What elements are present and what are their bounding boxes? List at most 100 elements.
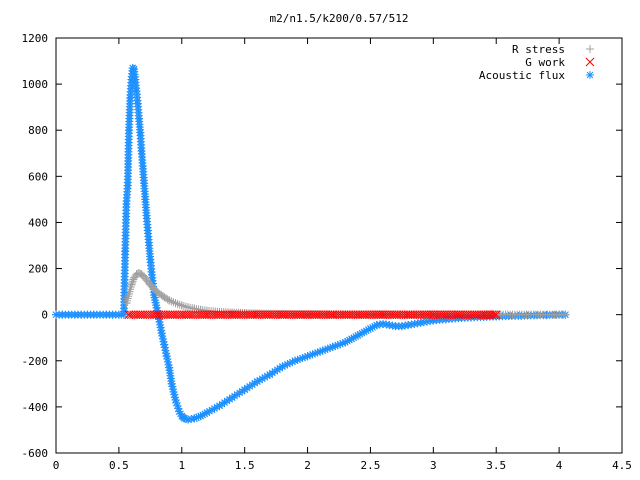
- data-point-interp: [241, 310, 251, 320]
- x-tick-label: 3: [430, 459, 437, 472]
- data-point-interp: [415, 310, 424, 320]
- data-point-interp: [390, 310, 399, 320]
- data-point-interp: [131, 310, 141, 320]
- data-point-interp: [184, 310, 193, 320]
- data-point-interp: [394, 310, 404, 320]
- y-tick-label: -600: [22, 447, 49, 460]
- data-point-interp: [465, 310, 475, 320]
- data-point-interp: [328, 310, 338, 320]
- data-point-interp: [177, 310, 187, 320]
- data-point-interp: [435, 310, 445, 320]
- data-point-interp: [202, 310, 212, 320]
- data-point-interp: [246, 310, 255, 320]
- data-point-interp: [169, 298, 178, 307]
- x-tick-label: 4.5: [612, 459, 632, 472]
- data-point-interp: [487, 310, 497, 320]
- data-point-interp: [152, 310, 161, 320]
- data-point-interp: [124, 310, 134, 320]
- data-point-interp: [250, 310, 260, 320]
- data-point-interp: [451, 310, 461, 320]
- plot-area: [55, 37, 623, 454]
- data-point-interp: [479, 310, 488, 320]
- data-point-interp: [275, 310, 285, 320]
- data-point-interp: [186, 310, 196, 320]
- x-tick-label: 2: [304, 459, 311, 472]
- data-point-interp: [412, 310, 422, 320]
- data-point-interp: [346, 310, 356, 320]
- data-point-interp: [165, 310, 175, 320]
- data-point-interp: [143, 310, 152, 320]
- data-point-interp: [431, 310, 440, 320]
- data-point-interp: [358, 310, 367, 320]
- data-point-interp: [170, 310, 180, 320]
- x-tick-label: 3.5: [486, 459, 506, 472]
- data-point-interp: [417, 310, 427, 320]
- data-point-interp: [364, 310, 374, 320]
- data-point-interp: [360, 310, 370, 320]
- data-point-interp: [335, 310, 344, 320]
- data-point-interp: [419, 310, 429, 320]
- data-point-interp: [332, 310, 342, 320]
- data-point-interp: [271, 310, 280, 320]
- series-g-work: [124, 310, 501, 320]
- data-point-interp: [326, 310, 335, 320]
- data-point-interp: [167, 297, 176, 306]
- data-point-interp: [230, 310, 239, 320]
- data-point-interp: [310, 310, 319, 320]
- data-point-interp: [181, 310, 191, 320]
- data-point-interp: [458, 310, 468, 320]
- data-point-interp: [236, 310, 246, 320]
- data-point-interp: [294, 310, 303, 320]
- data-point-interp: [193, 310, 203, 320]
- y-axis-ticks: -600 -400 -200 0 200 400 600 800 1000 1200: [22, 32, 622, 460]
- x-tick-label: 1: [178, 459, 185, 472]
- data-point-interp: [374, 310, 383, 320]
- data-point-interp: [156, 310, 166, 320]
- data-point-interp: [406, 310, 415, 320]
- data-point-interp: [351, 310, 360, 320]
- data-point-interp: [348, 310, 358, 320]
- data-point-interp: [300, 310, 310, 320]
- data-point-interp: [380, 310, 390, 320]
- data-point-interp: [410, 310, 420, 320]
- data-point-interp: [243, 310, 253, 320]
- x-tick-label: 0.5: [109, 459, 129, 472]
- series-layer: [52, 63, 570, 424]
- data-point-interp: [344, 310, 354, 320]
- data-point-interp: [177, 301, 186, 310]
- data-point-interp: [172, 310, 182, 320]
- data-point-interp: [298, 310, 308, 320]
- data-point-interp: [307, 310, 317, 320]
- legend-marker: [586, 71, 594, 79]
- x-tick-label: 1.5: [235, 459, 255, 472]
- data-point-interp: [147, 310, 157, 320]
- data-point-interp: [140, 310, 150, 320]
- data-point-interp: [378, 310, 388, 320]
- data-point-interp: [392, 310, 402, 320]
- data-point-interp: [175, 310, 184, 320]
- x-axis-ticks: 0 0.5 1 1.5 2 2.5 3 3.5 4 4.5: [53, 38, 632, 472]
- data-point-interp: [179, 302, 188, 311]
- data-point-interp: [284, 310, 294, 320]
- y-tick-label: 1200: [22, 32, 49, 45]
- data-point-interp: [342, 310, 351, 320]
- data-point-interp: [383, 310, 392, 320]
- data-point-interp: [561, 310, 570, 319]
- data-point-interp: [173, 299, 182, 308]
- data-point-interp: [440, 310, 450, 320]
- data-point-interp: [234, 310, 244, 320]
- data-point-interp: [444, 310, 454, 320]
- data-point-interp: [321, 310, 331, 320]
- data-point-interp: [305, 310, 315, 320]
- data-point-interp: [239, 310, 248, 320]
- data-point-interp: [214, 310, 223, 320]
- data-point-interp: [303, 310, 312, 320]
- data-point-interp: [369, 310, 379, 320]
- data-point-interp: [195, 310, 205, 320]
- data-point-interp: [204, 310, 214, 320]
- data-point-interp: [474, 310, 484, 320]
- chart-title: m2/n1.5/k200/0.57/512: [269, 12, 408, 25]
- data-point-interp: [220, 310, 230, 320]
- data-point-interp: [127, 280, 136, 289]
